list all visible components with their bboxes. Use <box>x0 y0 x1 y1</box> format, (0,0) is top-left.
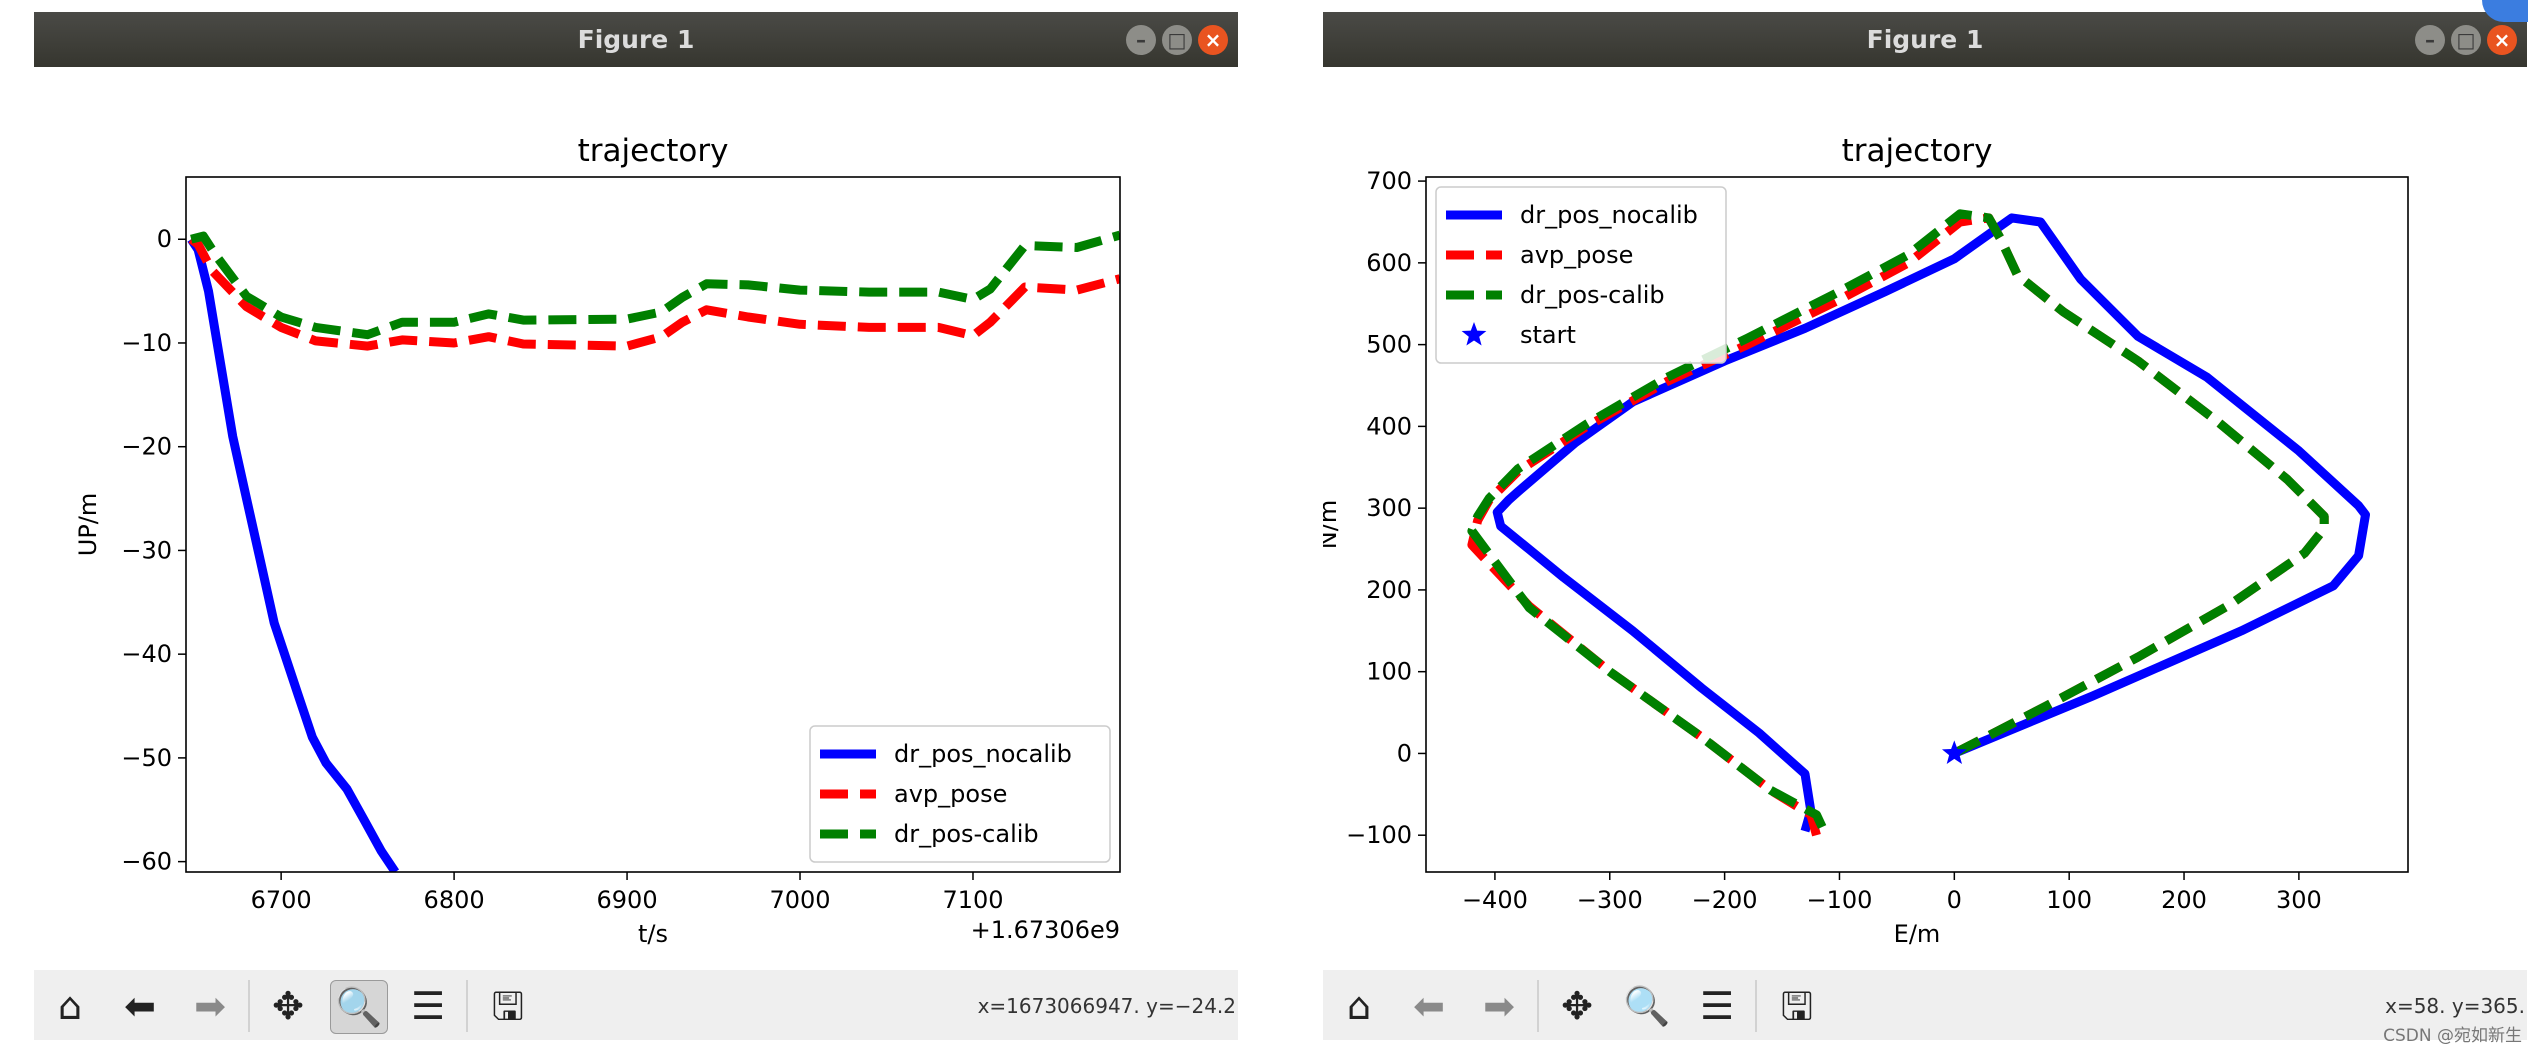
navigation-toolbar: ⌂ ⬅ ➡ ✥ 🔍 ☰ 🖫 x=1673066947. y=−24.2 <box>34 970 1238 1040</box>
y-tick-label: 300 <box>1366 494 1412 522</box>
cursor-coordinates: x=58. y=365. <box>2385 994 2525 1018</box>
y-tick-label: −40 <box>121 640 172 668</box>
series-dr_pos-calib <box>190 230 1120 340</box>
y-axis-label: UP/m <box>74 493 102 557</box>
back-arrow-icon[interactable]: ⬅ <box>124 984 156 1028</box>
x-axis-label: t/s <box>638 920 668 948</box>
plot-area[interactable]: trajectory 6700 6800 6900 7000 7100 0 −10 −20 −30… <box>34 67 1238 982</box>
toolbar-separator <box>466 980 468 1032</box>
y-tick-label: 0 <box>157 225 172 253</box>
y-tick-label: −20 <box>121 433 172 461</box>
close-button[interactable]: × <box>2487 25 2517 55</box>
x-tick-label: 6800 <box>424 886 485 914</box>
legend-label: dr_pos-calib <box>1520 281 1665 309</box>
series-dr_pos-calib <box>1467 209 2329 829</box>
title-bar[interactable]: Figure 1 – □ × <box>1323 12 2527 67</box>
x-tick-label: 200 <box>2161 886 2207 914</box>
forward-arrow-icon[interactable]: ➡ <box>1483 984 1515 1028</box>
pan-move-icon[interactable]: ✥ <box>272 984 304 1028</box>
legend-label: dr_pos_nocalib <box>1520 201 1698 229</box>
figure-window-right: Figure 1 – □ × trajectory −400 −300 −200 −10… <box>1323 12 2527 1040</box>
toolbar-separator <box>1537 980 1539 1032</box>
series-dr_pos_nocalib <box>187 236 400 872</box>
start-marker-star-icon <box>1942 740 1967 764</box>
series-dr_pos_nocalib <box>1492 213 2370 833</box>
series-avp_pose <box>188 235 1120 351</box>
chart-title: trajectory <box>578 133 729 169</box>
configure-subplots-icon[interactable]: ☰ <box>410 984 446 1028</box>
minimize-button[interactable]: – <box>2415 25 2445 55</box>
legend-label: dr_pos_nocalib <box>894 740 1072 768</box>
y-tick-label: −100 <box>1346 821 1412 849</box>
navigation-toolbar: ⌂ ⬅ ➡ ✥ 🔍 ☰ 🖫 x=58. y=365. <box>1323 970 2527 1040</box>
maximize-button[interactable]: □ <box>1162 25 1192 55</box>
x-tick-label: 0 <box>1947 886 1962 914</box>
corner-badge <box>2482 0 2528 22</box>
save-disk-icon[interactable]: 🖫 <box>491 984 525 1028</box>
forward-arrow-icon[interactable]: ➡ <box>194 984 226 1028</box>
home-icon[interactable]: ⌂ <box>57 984 83 1028</box>
x-tick-label: 6900 <box>597 886 658 914</box>
y-tick-label: 0 <box>1397 739 1412 767</box>
plot-series-group <box>187 230 1120 872</box>
maximize-button[interactable]: □ <box>2451 25 2481 55</box>
legend-star-icon <box>1461 322 1487 346</box>
zoom-magnifier-icon[interactable]: 🔍 <box>1623 984 1671 1028</box>
x-tick-label: −400 <box>1462 886 1528 914</box>
x-tick-label: 7100 <box>942 886 1003 914</box>
toolbar-separator <box>1755 980 1757 1032</box>
y-tick-label: −30 <box>121 536 172 564</box>
x-tick-label: 300 <box>2276 886 2322 914</box>
axes-frame <box>1425 176 2409 873</box>
trajectory-map-chart[interactable]: trajectory −400 −300 −200 −100 0 100 200 300 −100… <box>1323 67 2527 967</box>
y-tick-label: 500 <box>1366 331 1412 359</box>
window-title: Figure 1 <box>577 25 695 54</box>
x-axis-label: E/m <box>1894 920 1941 948</box>
y-axis-label: N/m <box>1323 500 1342 549</box>
legend-box <box>1435 186 1727 364</box>
legend-box <box>809 725 1111 863</box>
toolbar-separator <box>248 980 250 1032</box>
cursor-coordinates: x=1673066947. y=−24.2 <box>977 994 1236 1018</box>
close-button[interactable]: × <box>1198 25 1228 55</box>
axes-frame <box>185 176 1121 873</box>
x-tick-label: 7000 <box>769 886 830 914</box>
y-tick-label: 400 <box>1366 412 1412 440</box>
y-tick-label: 600 <box>1366 249 1412 277</box>
x-tick-label: −300 <box>1577 886 1643 914</box>
x-tick-label: −200 <box>1692 886 1758 914</box>
series-avp_pose <box>1467 213 2329 837</box>
legend-label: start <box>1520 321 1576 349</box>
legend-label: dr_pos-calib <box>894 820 1039 848</box>
chart-title: trajectory <box>1842 133 1993 169</box>
back-arrow-icon[interactable]: ⬅ <box>1413 984 1445 1028</box>
save-disk-icon[interactable]: 🖫 <box>1780 984 1814 1028</box>
trajectory-time-chart[interactable]: trajectory 6700 6800 6900 7000 7100 0 −10 −20 −30… <box>34 67 1238 967</box>
pan-move-icon[interactable]: ✥ <box>1561 984 1593 1028</box>
window-title: Figure 1 <box>1866 25 1984 54</box>
y-tick-label: 700 <box>1366 167 1412 195</box>
y-tick-label: −60 <box>121 848 172 876</box>
minimize-button[interactable]: – <box>1126 25 1156 55</box>
home-icon[interactable]: ⌂ <box>1346 984 1372 1028</box>
legend-label: avp_pose <box>894 780 1007 808</box>
y-tick-label: −50 <box>121 744 172 772</box>
y-tick-label: −10 <box>121 329 172 357</box>
figure-window-left: Figure 1 – □ × trajectory 6700 6800 6900 700… <box>34 12 1238 1040</box>
x-tick-label: 100 <box>2046 886 2092 914</box>
x-tick-label: −100 <box>1807 886 1873 914</box>
x-tick-label: 6700 <box>251 886 312 914</box>
legend: dr_pos_nocalib avp_pose dr_pos-calib <box>809 725 1111 863</box>
y-tick-label: 100 <box>1366 658 1412 686</box>
x-offset-label: +1.67306e9 <box>971 916 1120 944</box>
credit-watermark: CSDN @宛如新生 <box>2383 1026 2522 1046</box>
plot-area[interactable]: trajectory −400 −300 −200 −100 0 100 200 300 −100… <box>1323 67 2527 982</box>
legend-label: avp_pose <box>1520 241 1633 269</box>
plot-series-group <box>1467 209 2370 837</box>
y-tick-label: 200 <box>1366 576 1412 604</box>
title-bar[interactable]: Figure 1 – □ × <box>34 12 1238 67</box>
zoom-magnifier-icon[interactable]: 🔍 <box>330 980 388 1034</box>
configure-subplots-icon[interactable]: ☰ <box>1699 984 1735 1028</box>
